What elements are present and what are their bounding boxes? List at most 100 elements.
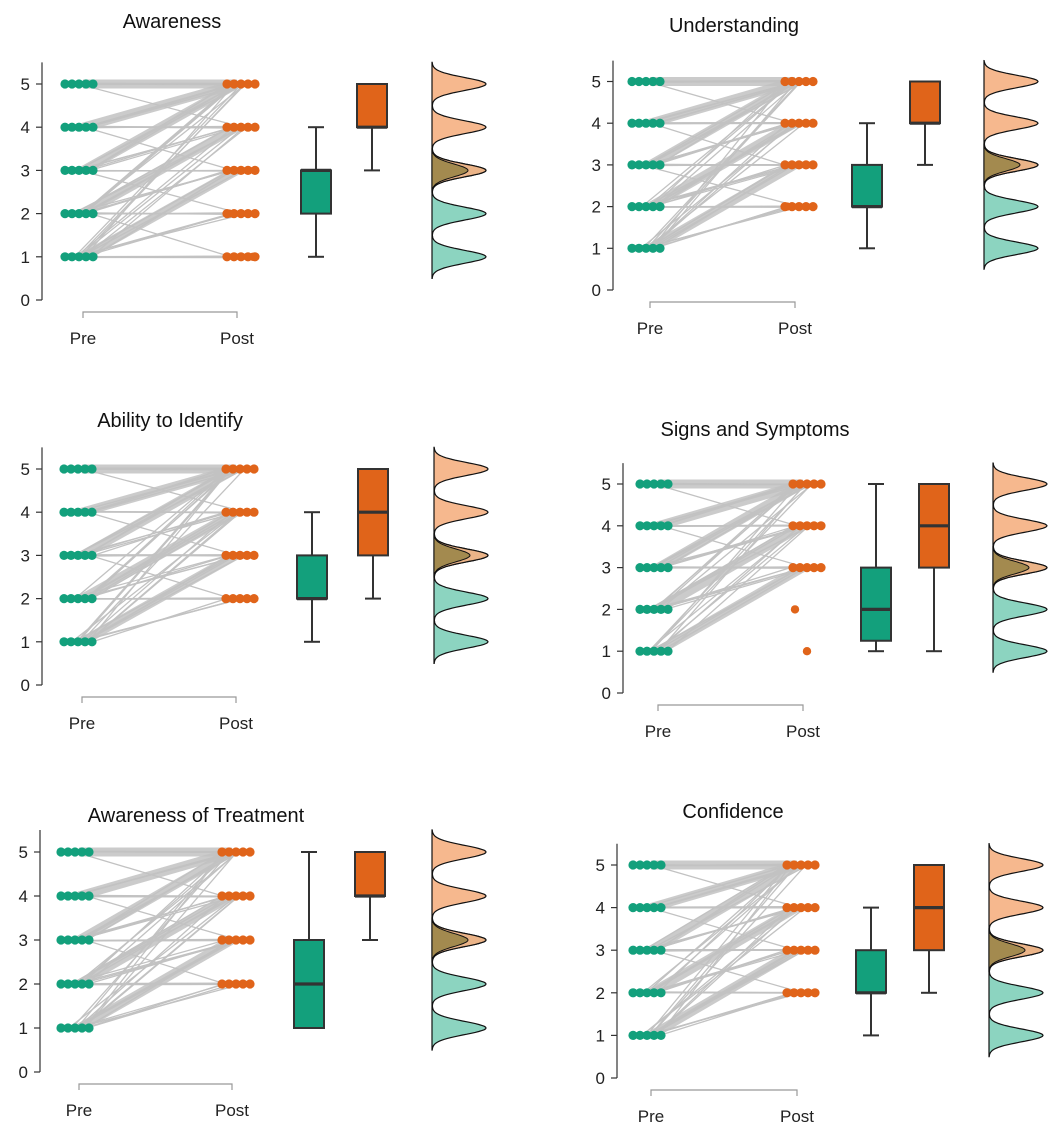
pre-dot: [634, 202, 644, 212]
pre-dot: [81, 79, 91, 89]
post-dot: [229, 165, 239, 175]
post-dot: [788, 521, 798, 531]
pre-dot: [63, 979, 73, 989]
paired-band: [76, 936, 235, 1032]
pre-dot: [60, 122, 70, 132]
post-dot: [235, 550, 245, 560]
post-dot: [787, 76, 797, 87]
post-dot: [808, 118, 818, 128]
pre-dot: [635, 988, 645, 998]
pre-dot: [73, 550, 83, 560]
paired-band: [655, 480, 806, 572]
pre-dot: [634, 160, 644, 170]
x-axis-bracket: [650, 1089, 798, 1096]
y-tick-label: 1: [596, 1026, 605, 1045]
post-dot: [796, 988, 806, 998]
x-tick-label: Post: [786, 722, 820, 741]
box-body: [909, 80, 941, 125]
post-dot: [250, 165, 260, 175]
paired-line: [72, 511, 238, 642]
post-dot: [802, 563, 812, 573]
pre-dot: [59, 637, 69, 647]
post-dot: [221, 550, 231, 560]
y-tick-label: 1: [592, 239, 601, 258]
post-dot: [231, 891, 241, 901]
y-tick-label: 2: [602, 600, 611, 619]
pre-dot: [70, 1023, 80, 1033]
pre-dot: [641, 202, 651, 212]
post-dot: [801, 76, 811, 87]
pre-dot: [66, 594, 76, 604]
pre-dot: [649, 1030, 659, 1040]
overlap-density: [431, 152, 469, 189]
pre-dot: [87, 507, 97, 517]
paired-lines: [641, 860, 808, 1040]
pre-dot: [649, 604, 659, 614]
pre-dot: [642, 479, 652, 489]
pre-dot: [648, 76, 658, 87]
y-tick-label: 2: [21, 205, 30, 224]
post-outlier: [802, 647, 812, 656]
post-dot: [803, 860, 813, 870]
post-dot: [236, 122, 246, 132]
pre-boxplot: [860, 483, 892, 653]
post-dot: [808, 76, 818, 87]
y-tick-label: 0: [596, 1069, 605, 1088]
post-dot: [229, 79, 239, 89]
post-dot: [794, 76, 804, 87]
panel-confidence: Confidence 0 1 2 3 4 5 Pre Post: [596, 801, 1044, 1126]
post-dot: [238, 979, 248, 989]
pre-dot: [648, 202, 658, 212]
pre-dot: [59, 507, 69, 517]
x-axis-bracket: [81, 696, 237, 703]
box-body: [855, 949, 887, 994]
x-tick-label: Pre: [69, 714, 95, 733]
post-dot: [801, 118, 811, 128]
pre-dot: [73, 507, 83, 517]
pre-dot: [73, 594, 83, 604]
pre-dot: [649, 903, 659, 913]
paired-line: [640, 164, 800, 208]
pre-dot: [56, 979, 66, 989]
post-dot: [801, 160, 811, 170]
post-dot: [782, 860, 792, 870]
pre-dot: [642, 521, 652, 531]
post-density: [992, 462, 1048, 590]
post-dot: [217, 847, 227, 857]
pre-dot: [656, 903, 666, 913]
pre-dot: [641, 76, 651, 87]
pre-dot: [635, 521, 645, 531]
post-dot: [228, 464, 238, 474]
pre-dot: [649, 563, 659, 573]
panel-understanding: Understanding 0 1 2 3 4 5 Pre Post: [592, 15, 1039, 338]
post-dot: [250, 209, 260, 219]
pre-dot: [80, 464, 90, 474]
post-boxplot: [913, 864, 945, 994]
y-tick-label: 5: [19, 843, 28, 862]
pre-dot: [649, 646, 659, 656]
pre-dot: [84, 891, 94, 901]
pre-dot: [56, 935, 66, 945]
pre-dot: [635, 646, 645, 656]
pre-dot: [84, 979, 94, 989]
post-dot: [224, 935, 234, 945]
pre-dot: [655, 160, 665, 170]
pre-dot: [635, 563, 645, 573]
y-tick-label: 4: [592, 114, 601, 133]
post-dot: [228, 507, 238, 517]
pre-dot: [628, 1030, 638, 1040]
post-dot: [235, 507, 245, 517]
pre-boxplot: [855, 906, 887, 1037]
y-tick-label: 4: [21, 503, 30, 522]
pre-dot: [56, 847, 66, 857]
pre-dot: [642, 988, 652, 998]
post-dot: [238, 847, 248, 857]
pre-dot: [56, 1023, 66, 1033]
box-body: [354, 851, 386, 897]
paired-line: [92, 213, 230, 257]
pre-dot: [70, 847, 80, 857]
post-dot: [794, 118, 804, 128]
pre-dot: [656, 945, 666, 955]
post-dot: [788, 563, 798, 573]
paired-band: [648, 861, 800, 955]
